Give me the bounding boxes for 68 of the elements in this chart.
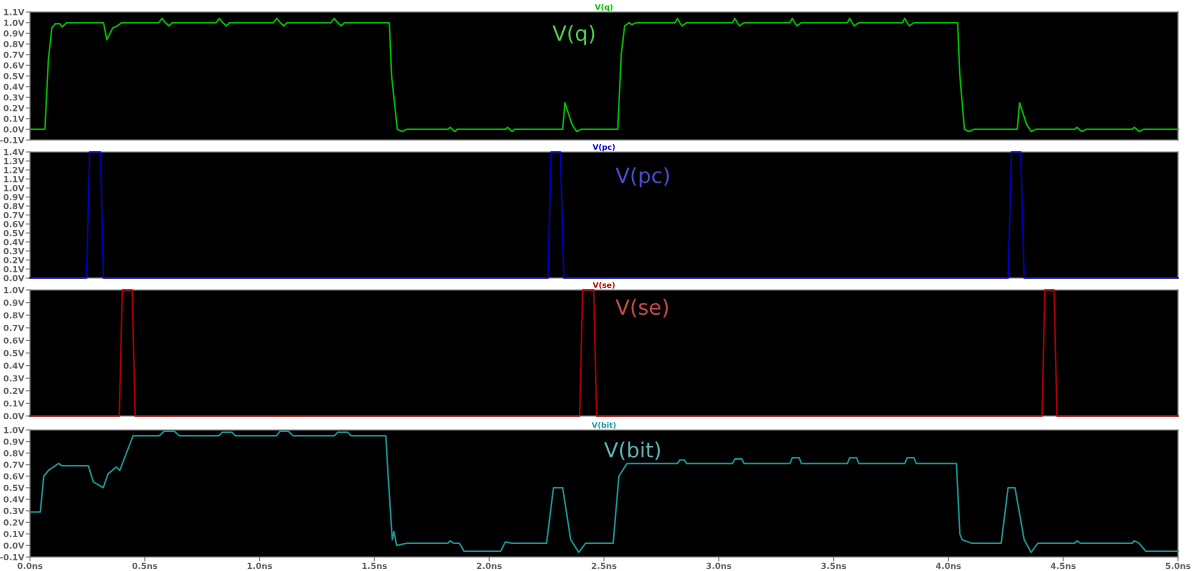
y-tick-label: 0.2V xyxy=(3,387,25,395)
y-tick-label: 0.4V xyxy=(3,83,25,90)
x-tick-label: 4.0ns xyxy=(935,562,961,570)
y-tick-label: 0.3V xyxy=(3,247,25,255)
y-tick-label: 0.4V xyxy=(3,362,25,369)
y-tick-label: 0.5V xyxy=(3,229,25,237)
annotation: V(pc) xyxy=(615,167,669,188)
y-tick-label: 1.2V xyxy=(4,166,25,174)
x-tick-label: 5.0ns xyxy=(1165,562,1191,570)
y-tick-label: 1.3V xyxy=(4,157,25,165)
y-tick-label: 0.8V xyxy=(3,450,25,457)
x-tick-label: 4.5ns xyxy=(1050,562,1076,570)
y-tick-label: 0.9V xyxy=(3,438,25,445)
x-tick-label: 1.0ns xyxy=(247,562,273,570)
annotation: V(bit) xyxy=(604,441,660,461)
x-tick-label: 3.0ns xyxy=(706,562,732,570)
y-tick-label: 0.9V xyxy=(3,30,25,37)
y-tick-label: 0.6V xyxy=(3,337,25,344)
y-tick-label: 0.5V xyxy=(3,484,25,492)
x-tick-label: 1.5ns xyxy=(362,562,387,570)
y-tick-label: 0.7V xyxy=(3,211,25,219)
y-tick-label: 0.7V xyxy=(3,51,25,58)
y-tick-label: 0.2V xyxy=(3,104,25,112)
y-tick-label: 1.0V xyxy=(4,426,25,434)
y-tick-label: 1.1V xyxy=(4,176,25,183)
y-tick-label: 0.1V xyxy=(3,400,25,407)
x-tick-label: 0.0ns xyxy=(17,562,43,570)
y-tick-label: 0.9V xyxy=(3,193,25,201)
y-tick-label: 0.1V xyxy=(3,530,25,538)
y-tick-label: 0.7V xyxy=(3,461,25,468)
y-tick-label: 1.0V xyxy=(4,184,25,192)
y-tick-label: -0.1V xyxy=(0,553,25,561)
y-tick-label: 0.0V xyxy=(3,126,25,133)
x-tick-label: 0.5ns xyxy=(132,562,158,570)
y-tick-label: 0.6V xyxy=(3,62,25,69)
y-tick-label: 0.3V xyxy=(3,507,25,515)
y-tick-label: 0.0V xyxy=(3,274,25,282)
annotation: V(q) xyxy=(552,24,595,46)
y-tick-label: 0.0V xyxy=(3,412,25,420)
y-tick-label: 0.5V xyxy=(3,72,25,80)
x-tick-label: 3.5ns xyxy=(821,562,847,570)
y-tick-label: 0.7V xyxy=(3,324,25,332)
y-tick-label: 0.3V xyxy=(3,375,25,382)
annotation: V(se) xyxy=(615,298,668,318)
y-tick-label: 0.5V xyxy=(3,349,25,357)
y-tick-label: 0.8V xyxy=(3,202,25,210)
y-tick-label: 0.0V xyxy=(3,542,25,549)
line-series xyxy=(29,17,1179,133)
y-tick-label: 0.3V xyxy=(3,94,25,101)
y-tick-label: 0.9V xyxy=(3,299,25,306)
y-tick-label: 0.8V xyxy=(3,312,25,319)
y-tick-label: 0.2V xyxy=(3,519,25,526)
y-tick-label: 0.8V xyxy=(3,40,25,48)
line-series xyxy=(29,430,1179,554)
y-tick-label: 0.2V xyxy=(3,256,25,264)
y-tick-label: 0.1V xyxy=(3,115,25,122)
y-tick-label: 0.1V xyxy=(3,265,25,273)
y-tick-label: 1.0V xyxy=(4,19,25,26)
y-tick-label: 0.6V xyxy=(3,220,25,228)
x-tick-label: 2.0ns xyxy=(477,562,502,570)
y-tick-label: 0.4V xyxy=(3,238,25,246)
y-tick-label: 1.4V xyxy=(4,149,25,156)
y-tick-label: 1.0V xyxy=(4,286,25,294)
y-tick-label: 0.4V xyxy=(3,496,25,503)
y-tick-label: 0.6V xyxy=(3,473,25,480)
y-tick-label: 1.1V xyxy=(4,9,25,16)
x-tick-label: 2.5ns xyxy=(591,562,617,570)
y-tick-label: -0.1V xyxy=(0,136,25,144)
